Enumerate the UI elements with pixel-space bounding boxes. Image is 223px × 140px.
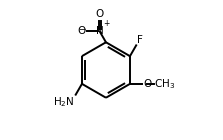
Text: F: F [137,35,143,45]
Text: CH$_3$: CH$_3$ [154,77,175,91]
Text: +: + [103,19,109,28]
Text: O: O [143,79,151,89]
Text: H$_2$N: H$_2$N [54,95,75,109]
Text: N: N [96,26,104,37]
Text: −: − [78,24,85,33]
Text: O: O [77,26,85,37]
Text: O: O [96,9,104,19]
